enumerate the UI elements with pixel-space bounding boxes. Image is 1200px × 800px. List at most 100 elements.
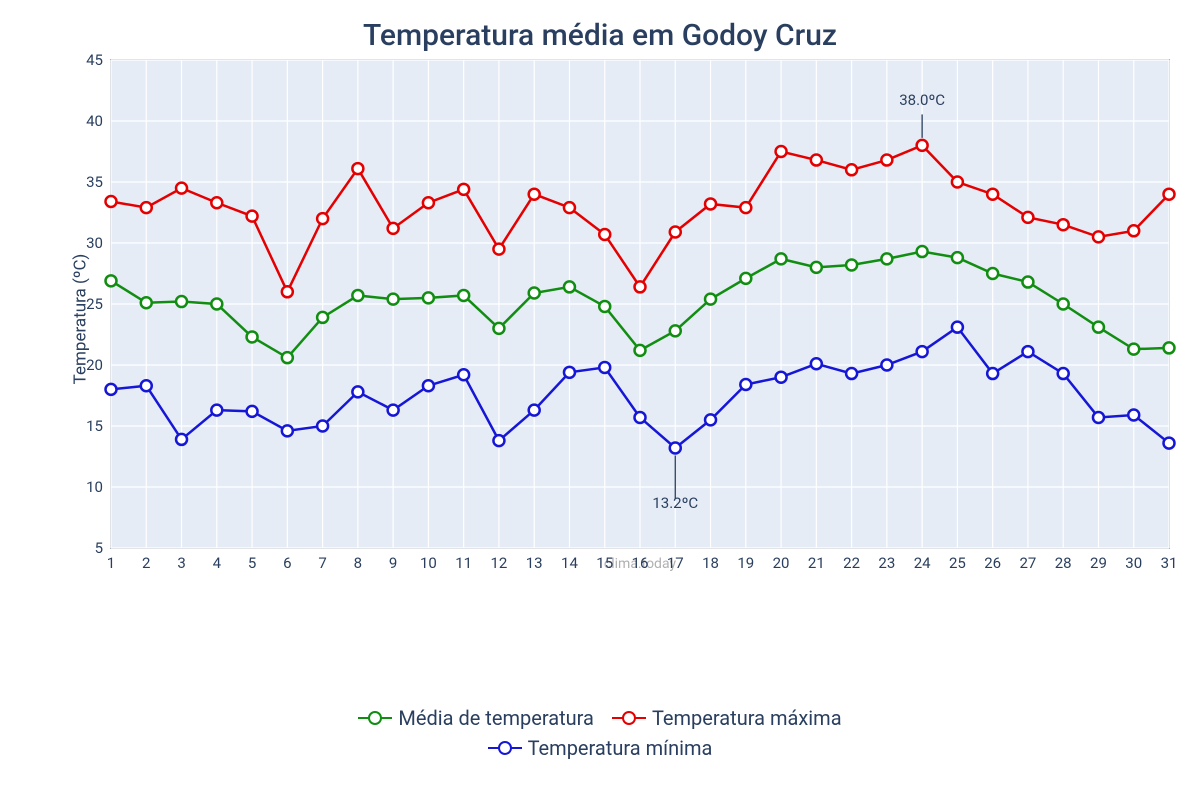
series-marker — [458, 184, 469, 195]
series-marker — [458, 290, 469, 301]
xtick-label: 20 — [773, 554, 790, 572]
series-marker — [635, 412, 646, 423]
series-marker — [776, 146, 787, 157]
legend-swatch — [488, 747, 522, 749]
legend-swatch — [358, 717, 392, 719]
series-marker — [917, 346, 928, 357]
series-marker — [176, 434, 187, 445]
series-marker — [211, 405, 222, 416]
series-marker — [705, 414, 716, 425]
series-marker — [740, 202, 751, 213]
series-marker — [635, 281, 646, 292]
legend: Média de temperatura Temperatura máxima Te… — [300, 706, 900, 760]
series-marker — [282, 425, 293, 436]
series-marker — [141, 202, 152, 213]
series-marker — [740, 379, 751, 390]
series-marker — [352, 163, 363, 174]
series-marker — [670, 325, 681, 336]
series-marker — [564, 281, 575, 292]
series-marker — [493, 244, 504, 255]
series-marker — [1093, 322, 1104, 333]
series-marker — [881, 253, 892, 264]
series-marker — [529, 405, 540, 416]
series-marker — [811, 155, 822, 166]
ytick-label: 40 — [86, 112, 103, 130]
series-marker — [987, 189, 998, 200]
legend-swatch — [612, 717, 646, 719]
plot-wrap: Temperatura (ºC) clima.today 51015202530… — [75, 59, 1170, 579]
xtick-label: 11 — [455, 554, 472, 572]
series-marker — [1058, 299, 1069, 310]
annotation-label: 38.0ºC — [899, 91, 945, 109]
xtick-label: 14 — [561, 554, 578, 572]
series-marker — [493, 435, 504, 446]
series-marker — [106, 275, 117, 286]
xtick-label: 7 — [318, 554, 326, 572]
series-marker — [317, 312, 328, 323]
series-marker — [776, 253, 787, 264]
series-marker — [740, 273, 751, 284]
series-marker — [952, 177, 963, 188]
series-marker — [352, 386, 363, 397]
series-marker — [846, 259, 857, 270]
series-marker — [317, 213, 328, 224]
series-marker — [917, 246, 928, 257]
legend-item: Temperatura mínima — [488, 736, 713, 760]
chart-container: Temperatura média em Godoy Cruz Temperat… — [0, 0, 1200, 800]
series-marker — [141, 380, 152, 391]
plot-area: clima.today 5101520253035404512345678910… — [110, 59, 1170, 549]
xtick-label: 23 — [878, 554, 895, 572]
legend-label: Temperatura máxima — [652, 706, 842, 730]
ytick-label: 35 — [86, 173, 103, 191]
series-marker — [388, 223, 399, 234]
series-marker — [423, 380, 434, 391]
series-marker — [423, 197, 434, 208]
series-marker — [952, 322, 963, 333]
series-marker — [670, 227, 681, 238]
xtick-label: 22 — [843, 554, 860, 572]
xtick-label: 6 — [283, 554, 291, 572]
series-marker — [529, 189, 540, 200]
series-marker — [1022, 277, 1033, 288]
legend-item: Temperatura máxima — [612, 706, 842, 730]
series-marker — [952, 252, 963, 263]
series-marker — [1128, 225, 1139, 236]
series-marker — [635, 345, 646, 356]
xtick-label: 8 — [354, 554, 362, 572]
xtick-label: 3 — [177, 554, 185, 572]
series-marker — [176, 183, 187, 194]
series-marker — [247, 211, 258, 222]
xtick-label: 5 — [248, 554, 256, 572]
xtick-label: 28 — [1055, 554, 1072, 572]
annotation-label: 13.2ºC — [652, 494, 698, 512]
xtick-label: 2 — [142, 554, 150, 572]
ytick-label: 10 — [86, 478, 103, 496]
ytick-label: 25 — [86, 295, 103, 313]
series-marker — [881, 155, 892, 166]
series-marker — [1022, 346, 1033, 357]
series-marker — [881, 360, 892, 371]
plot-svg — [111, 60, 1169, 548]
ytick-label: 45 — [86, 51, 103, 69]
xtick-label: 19 — [737, 554, 754, 572]
xtick-label: 17 — [667, 554, 684, 572]
series-marker — [388, 294, 399, 305]
legend-label: Temperatura mínima — [528, 736, 713, 760]
xtick-label: 1 — [107, 554, 115, 572]
series-marker — [1128, 410, 1139, 421]
series-marker — [282, 286, 293, 297]
series-marker — [705, 294, 716, 305]
series-marker — [529, 288, 540, 299]
series-marker — [599, 362, 610, 373]
series-marker — [247, 331, 258, 342]
series-marker — [211, 299, 222, 310]
series-marker — [776, 372, 787, 383]
series-marker — [176, 296, 187, 307]
ytick-label: 5 — [95, 539, 103, 557]
series-marker — [599, 229, 610, 240]
series-marker — [1058, 219, 1069, 230]
series-marker — [282, 352, 293, 363]
xtick-label: 18 — [702, 554, 719, 572]
legend-label: Média de temperatura — [398, 706, 594, 730]
series-marker — [1128, 344, 1139, 355]
